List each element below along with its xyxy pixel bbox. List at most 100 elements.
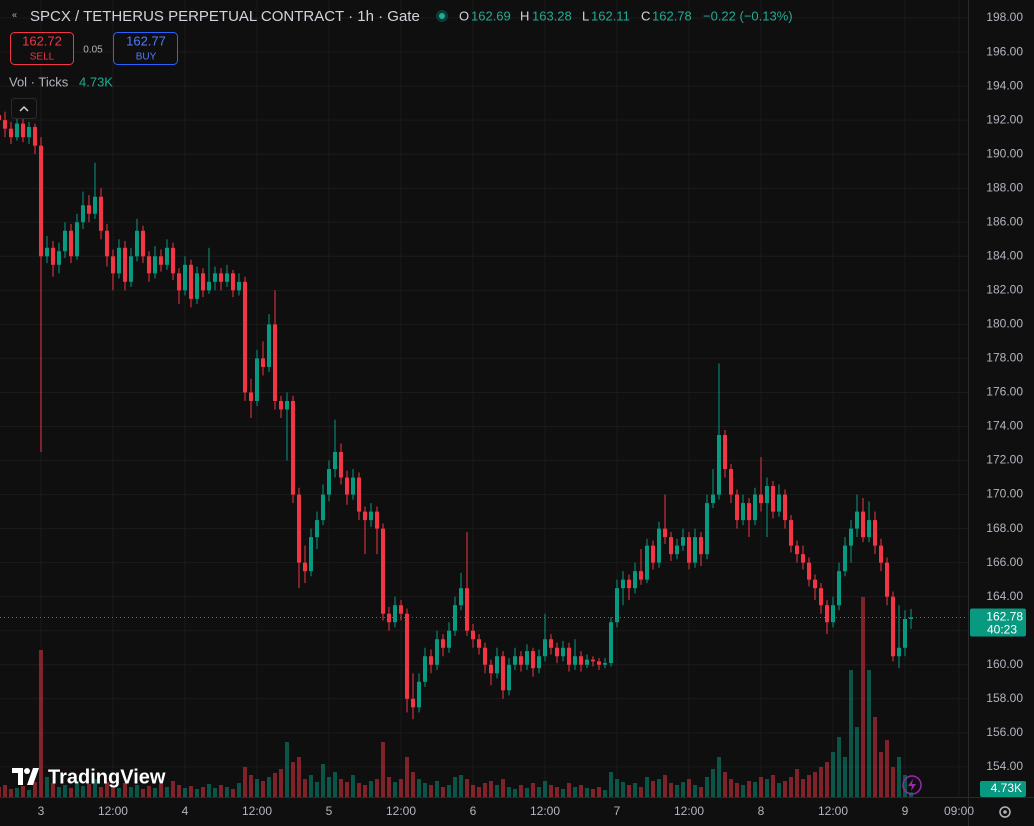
volume-bar <box>578 785 583 797</box>
candle-body <box>236 281 241 291</box>
buy-button[interactable] <box>113 32 178 65</box>
volume-bar <box>734 783 739 797</box>
x-tick-label: 12:00 <box>530 804 560 818</box>
candle-body <box>902 618 907 648</box>
volume-bar <box>542 781 547 797</box>
logo-dot <box>24 768 30 774</box>
volume-bar <box>32 782 37 797</box>
candle-body <box>260 358 265 367</box>
volume-bar <box>260 781 265 797</box>
candle-body <box>584 659 589 665</box>
open-key: O <box>459 8 469 23</box>
candle-body <box>536 656 541 669</box>
volume-bar <box>416 779 421 797</box>
candle-body <box>470 630 475 640</box>
volume-bar <box>26 790 31 797</box>
candle-body <box>320 494 325 521</box>
candle-body <box>884 562 889 597</box>
y-tick-label: 182.00 <box>986 283 1023 297</box>
settings-button[interactable] <box>999 806 1011 818</box>
volume-bar <box>782 781 787 797</box>
volume-bar <box>842 757 847 797</box>
volume-bar <box>170 781 175 797</box>
candle-body <box>458 588 463 606</box>
volume-bar <box>488 781 493 797</box>
volume-bar <box>710 769 715 797</box>
y-tick-label: 190.00 <box>986 146 1023 160</box>
volume-bar <box>752 782 757 797</box>
candle-body <box>410 698 415 708</box>
volume-bar <box>464 779 469 797</box>
candle-body <box>668 537 673 555</box>
volume-marker-label: 4.73K <box>991 781 1022 795</box>
volume-bar <box>848 670 853 797</box>
candle-body <box>770 486 775 512</box>
candle-body <box>680 537 685 546</box>
volume-bar <box>62 785 67 797</box>
volume-bar <box>662 775 667 797</box>
market-status-dot <box>439 13 445 19</box>
volume-bar <box>254 779 259 797</box>
candle-body <box>542 639 547 657</box>
candle-body <box>806 562 811 580</box>
candle-body <box>512 656 517 665</box>
spread: 0.05 <box>83 45 103 56</box>
volume-bar <box>14 788 19 797</box>
volume-marker-box <box>980 781 1026 797</box>
volume-bar <box>146 786 151 797</box>
y-tick-label: 174.00 <box>986 419 1023 433</box>
x-tick-label: 7 <box>614 804 621 818</box>
candle-body <box>842 545 847 572</box>
candle-body <box>44 247 49 257</box>
volume-bar <box>764 779 769 797</box>
volume-bar <box>884 740 889 797</box>
candle-body <box>788 520 793 546</box>
volume-bar <box>746 781 751 797</box>
lightning-button[interactable] <box>902 775 922 795</box>
volume-bar <box>434 781 439 797</box>
volume-bar <box>272 773 277 797</box>
volume-bar <box>266 777 271 797</box>
candle-body <box>290 400 295 495</box>
volume-bar <box>872 717 877 797</box>
volume-bar <box>44 777 49 797</box>
volume-bar <box>218 785 223 797</box>
x-tick-label: 12:00 <box>242 804 272 818</box>
candle-body <box>128 256 133 282</box>
volume-bar <box>2 785 7 797</box>
volume-bar <box>668 783 673 797</box>
candle-body <box>8 128 13 138</box>
candle-body <box>488 664 493 674</box>
volume-bar <box>104 782 109 797</box>
collapse-icon[interactable]: « <box>12 9 17 19</box>
volume-bar <box>866 670 871 797</box>
candle-body <box>356 477 361 512</box>
x-tick-label: 5 <box>326 804 333 818</box>
volume-bar <box>392 782 397 797</box>
volume-bar <box>302 779 307 797</box>
y-tick-label: 154.00 <box>986 759 1023 773</box>
candle-body <box>266 324 271 367</box>
volume-bar <box>38 650 43 797</box>
collapse-legend-button[interactable] <box>11 98 37 119</box>
volume-bar <box>716 757 721 797</box>
lightning-icon <box>908 779 916 791</box>
volume-bar <box>374 779 379 797</box>
volume-bar <box>728 779 733 797</box>
volume-bar <box>800 779 805 797</box>
price-marker-countdown: 40:23 <box>987 623 1017 637</box>
sell-button[interactable] <box>10 32 74 65</box>
volume-bar <box>128 787 133 797</box>
volume-bar <box>602 790 607 797</box>
candle-body <box>530 651 535 669</box>
volume-legend-label: Vol · Ticks <box>9 74 69 89</box>
x-tick-label: 4 <box>182 804 189 818</box>
volume-bar <box>824 762 829 797</box>
volume-bar <box>110 785 115 797</box>
candle-body <box>446 630 451 648</box>
volume-bar <box>350 775 355 797</box>
y-tick-label: 166.00 <box>986 555 1023 569</box>
volume-bar <box>512 789 517 797</box>
volume-bar <box>56 787 61 797</box>
